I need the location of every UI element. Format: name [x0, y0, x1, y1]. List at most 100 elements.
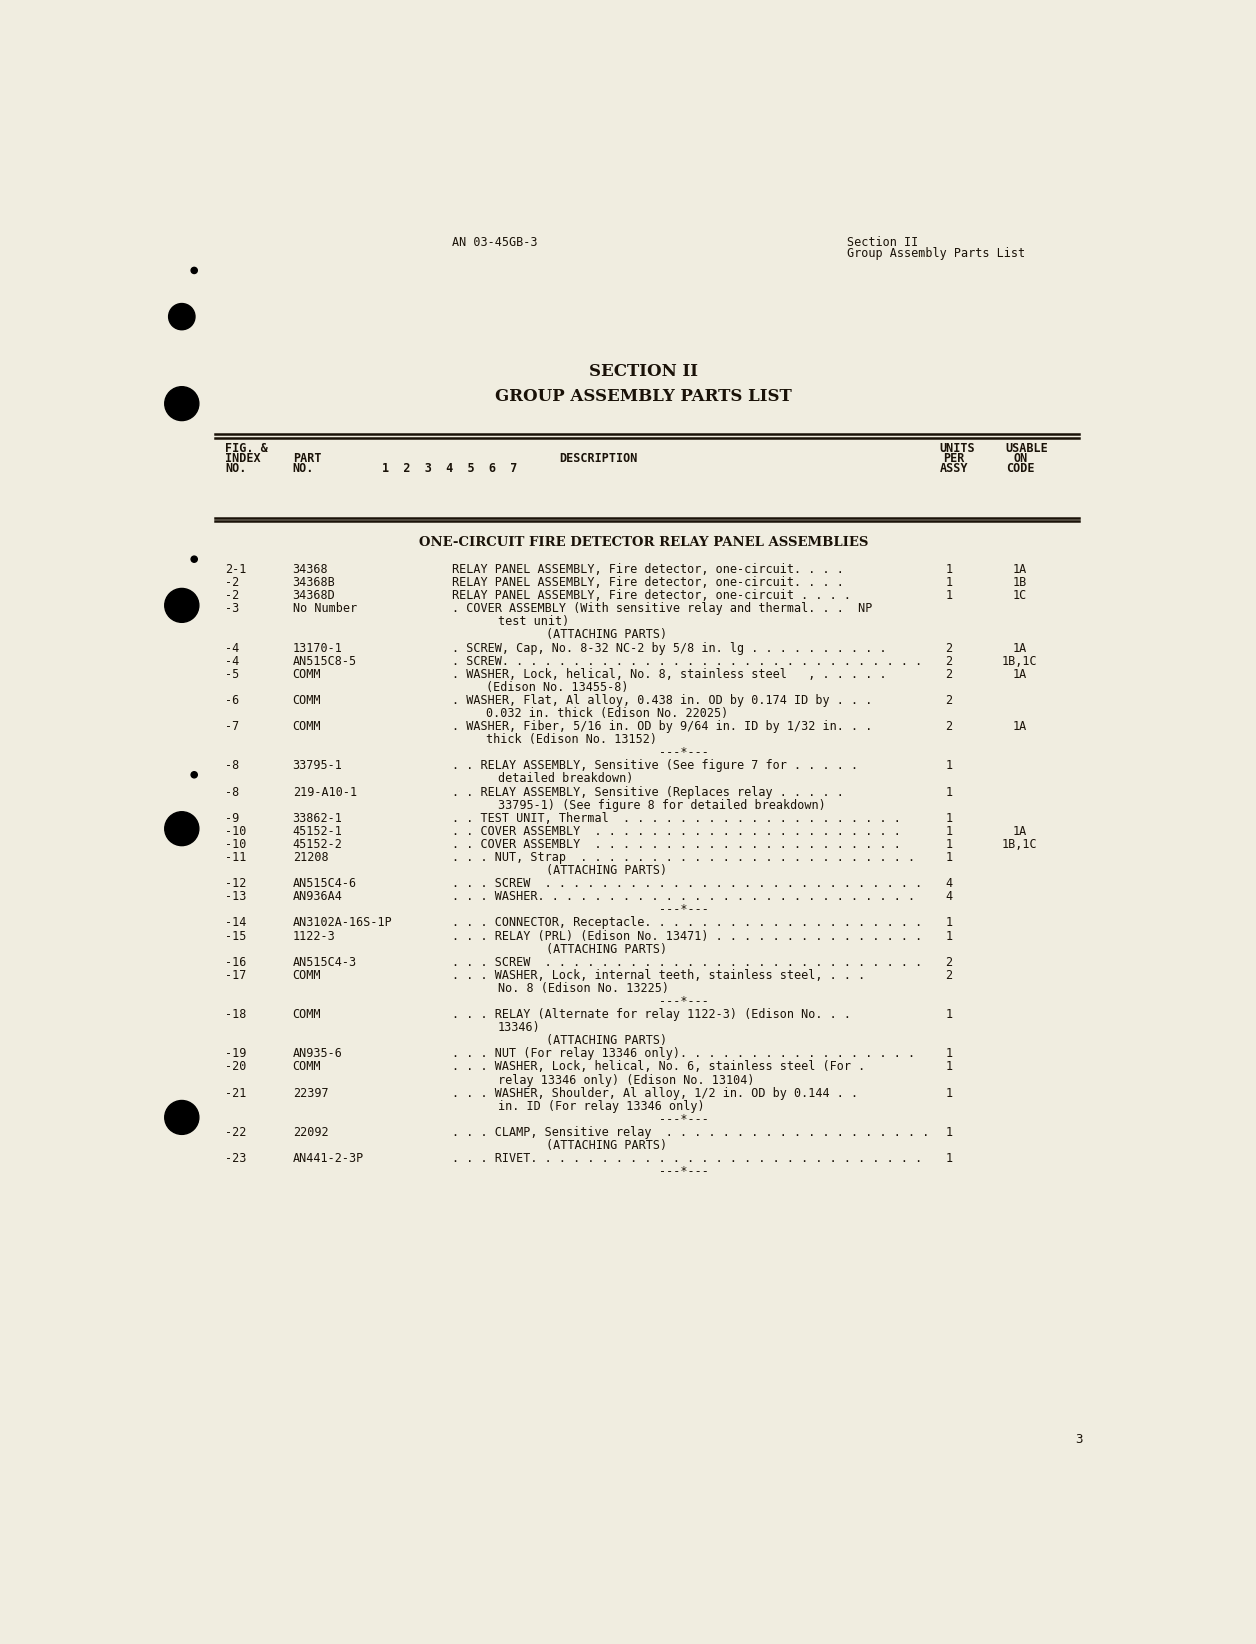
Text: AN 03-45GB-3: AN 03-45GB-3 — [451, 235, 538, 248]
Text: ---*---: ---*--- — [659, 995, 708, 1008]
Text: 1B,1C: 1B,1C — [1002, 654, 1037, 667]
Text: 2: 2 — [946, 968, 952, 981]
Text: ---*---: ---*--- — [659, 746, 708, 760]
Text: . . . WASHER, Lock, helical, No. 6, stainless steel (For .: . . . WASHER, Lock, helical, No. 6, stai… — [451, 1060, 864, 1074]
Text: AN515C8-5: AN515C8-5 — [293, 654, 357, 667]
Text: RELAY PANEL ASSEMBLY, Fire detector, one-circuit. . . .: RELAY PANEL ASSEMBLY, Fire detector, one… — [451, 575, 843, 589]
Text: DESCRIPTION: DESCRIPTION — [560, 452, 638, 465]
Text: -20: -20 — [225, 1060, 246, 1074]
Text: PART: PART — [293, 452, 322, 465]
Text: 0.032 in. thick (Edison No. 22025): 0.032 in. thick (Edison No. 22025) — [486, 707, 728, 720]
Text: 1A: 1A — [1012, 562, 1026, 575]
Text: 1A: 1A — [1012, 641, 1026, 654]
Text: (ATTACHING PARTS): (ATTACHING PARTS) — [546, 865, 667, 878]
Text: . . . CONNECTOR, Receptacle. . . . . . . . . . . . . . . . . . . .: . . . CONNECTOR, Receptacle. . . . . . .… — [451, 916, 922, 929]
Text: 1122-3: 1122-3 — [293, 929, 335, 942]
Text: detailed breakdown): detailed breakdown) — [497, 773, 633, 786]
Text: -18: -18 — [225, 1008, 246, 1021]
Text: 1: 1 — [946, 1087, 952, 1100]
Text: 1: 1 — [946, 562, 952, 575]
Text: 2: 2 — [946, 694, 952, 707]
Text: . . . NUT (For relay 13346 only). . . . . . . . . . . . . . . . .: . . . NUT (For relay 13346 only). . . . … — [451, 1047, 914, 1060]
Text: . . . SCREW  . . . . . . . . . . . . . . . . . . . . . . . . . . .: . . . SCREW . . . . . . . . . . . . . . … — [451, 955, 922, 968]
Text: 45152-1: 45152-1 — [293, 825, 343, 838]
Text: -10: -10 — [225, 825, 246, 838]
Text: Group Assembly Parts List: Group Assembly Parts List — [847, 247, 1025, 260]
Text: . WASHER, Lock, helical, No. 8, stainless steel   , . . . . .: . WASHER, Lock, helical, No. 8, stainles… — [451, 667, 887, 681]
Text: -17: -17 — [225, 968, 246, 981]
Text: COMM: COMM — [293, 1060, 322, 1074]
Text: 2-1: 2-1 — [225, 562, 246, 575]
Text: 1: 1 — [946, 929, 952, 942]
Text: 1: 1 — [946, 825, 952, 838]
Text: 4: 4 — [946, 878, 952, 889]
Text: -8: -8 — [225, 786, 240, 799]
Text: 2: 2 — [946, 641, 952, 654]
Text: -6: -6 — [225, 694, 240, 707]
Text: -16: -16 — [225, 955, 246, 968]
Text: . SCREW, Cap, No. 8-32 NC-2 by 5/8 in. lg . . . . . . . . . .: . SCREW, Cap, No. 8-32 NC-2 by 5/8 in. l… — [451, 641, 887, 654]
Text: 13170-1: 13170-1 — [293, 641, 343, 654]
Text: in. ID (For relay 13346 only): in. ID (For relay 13346 only) — [497, 1100, 705, 1113]
Text: CODE: CODE — [1006, 462, 1034, 475]
Text: 1A: 1A — [1012, 825, 1026, 838]
Text: -3: -3 — [225, 602, 240, 615]
Text: 34368B: 34368B — [293, 575, 335, 589]
Text: 22092: 22092 — [293, 1126, 328, 1139]
Text: 13346): 13346) — [497, 1021, 541, 1034]
Text: 2: 2 — [946, 720, 952, 733]
Circle shape — [165, 386, 198, 421]
Text: . COVER ASSEMBLY (With sensitive relay and thermal. . .  NP: . COVER ASSEMBLY (With sensitive relay a… — [451, 602, 872, 615]
Text: -10: -10 — [225, 838, 246, 852]
Text: (ATTACHING PARTS): (ATTACHING PARTS) — [546, 1034, 667, 1047]
Text: . . . RIVET. . . . . . . . . . . . . . . . . . . . . . . . . . . .: . . . RIVET. . . . . . . . . . . . . . .… — [451, 1152, 922, 1166]
Text: 34368: 34368 — [293, 562, 328, 575]
Circle shape — [191, 771, 197, 778]
Text: . . . CLAMP, Sensitive relay  . . . . . . . . . . . . . . . . . . .: . . . CLAMP, Sensitive relay . . . . . .… — [451, 1126, 929, 1139]
Text: -19: -19 — [225, 1047, 246, 1060]
Text: . . . WASHER. . . . . . . . . . . . . . . . . . . . . . . . . . .: . . . WASHER. . . . . . . . . . . . . . … — [451, 891, 914, 903]
Text: 1: 1 — [946, 812, 952, 825]
Text: 1: 1 — [946, 786, 952, 799]
Text: . . . RELAY (Alternate for relay 1122-3) (Edison No. . .: . . . RELAY (Alternate for relay 1122-3)… — [451, 1008, 850, 1021]
Text: . . . RELAY (PRL) (Edison No. 13471) . . . . . . . . . . . . . . .: . . . RELAY (PRL) (Edison No. 13471) . .… — [451, 929, 922, 942]
Text: USABLE: USABLE — [1006, 442, 1049, 455]
Text: FIG. &: FIG. & — [225, 442, 268, 455]
Text: -4: -4 — [225, 654, 240, 667]
Text: ---*---: ---*--- — [659, 903, 708, 916]
Text: COMM: COMM — [293, 968, 322, 981]
Text: AN935-6: AN935-6 — [293, 1047, 343, 1060]
Text: 1: 1 — [946, 1008, 952, 1021]
Text: . . RELAY ASSEMBLY, Sensitive (See figure 7 for . . . . .: . . RELAY ASSEMBLY, Sensitive (See figur… — [451, 760, 858, 773]
Text: ASSY: ASSY — [939, 462, 968, 475]
Text: . . RELAY ASSEMBLY, Sensitive (Replaces relay . . . . .: . . RELAY ASSEMBLY, Sensitive (Replaces … — [451, 786, 843, 799]
Circle shape — [191, 268, 197, 273]
Text: ---*---: ---*--- — [659, 1113, 708, 1126]
Text: 4: 4 — [946, 891, 952, 903]
Text: No. 8 (Edison No. 13225): No. 8 (Edison No. 13225) — [497, 981, 669, 995]
Text: (ATTACHING PARTS): (ATTACHING PARTS) — [546, 628, 667, 641]
Text: thick (Edison No. 13152): thick (Edison No. 13152) — [486, 733, 657, 746]
Text: COMM: COMM — [293, 694, 322, 707]
Circle shape — [191, 556, 197, 562]
Text: 34368D: 34368D — [293, 589, 335, 602]
Text: 1: 1 — [946, 916, 952, 929]
Text: AN936A4: AN936A4 — [293, 891, 343, 903]
Text: . WASHER, Flat, Al alloy, 0.438 in. OD by 0.174 ID by . . .: . WASHER, Flat, Al alloy, 0.438 in. OD b… — [451, 694, 872, 707]
Text: -8: -8 — [225, 760, 240, 773]
Text: 3: 3 — [1075, 1434, 1083, 1447]
Text: 1: 1 — [946, 838, 952, 852]
Text: COMM: COMM — [293, 667, 322, 681]
Text: 2: 2 — [946, 955, 952, 968]
Text: . . . WASHER, Shoulder, Al alloy, 1/2 in. OD by 0.144 . .: . . . WASHER, Shoulder, Al alloy, 1/2 in… — [451, 1087, 858, 1100]
Text: ON: ON — [1014, 452, 1027, 465]
Text: 21208: 21208 — [293, 852, 328, 865]
Text: -13: -13 — [225, 891, 246, 903]
Text: . . COVER ASSEMBLY  . . . . . . . . . . . . . . . . . . . . . .: . . COVER ASSEMBLY . . . . . . . . . . .… — [451, 838, 901, 852]
Circle shape — [165, 1100, 198, 1134]
Text: . . . NUT, Strap  . . . . . . . . . . . . . . . . . . . . . . . .: . . . NUT, Strap . . . . . . . . . . . .… — [451, 852, 914, 865]
Text: 2: 2 — [946, 654, 952, 667]
Text: (Edison No. 13455-8): (Edison No. 13455-8) — [486, 681, 629, 694]
Text: GROUP ASSEMBLY PARTS LIST: GROUP ASSEMBLY PARTS LIST — [495, 388, 793, 404]
Text: 1: 1 — [946, 1152, 952, 1166]
